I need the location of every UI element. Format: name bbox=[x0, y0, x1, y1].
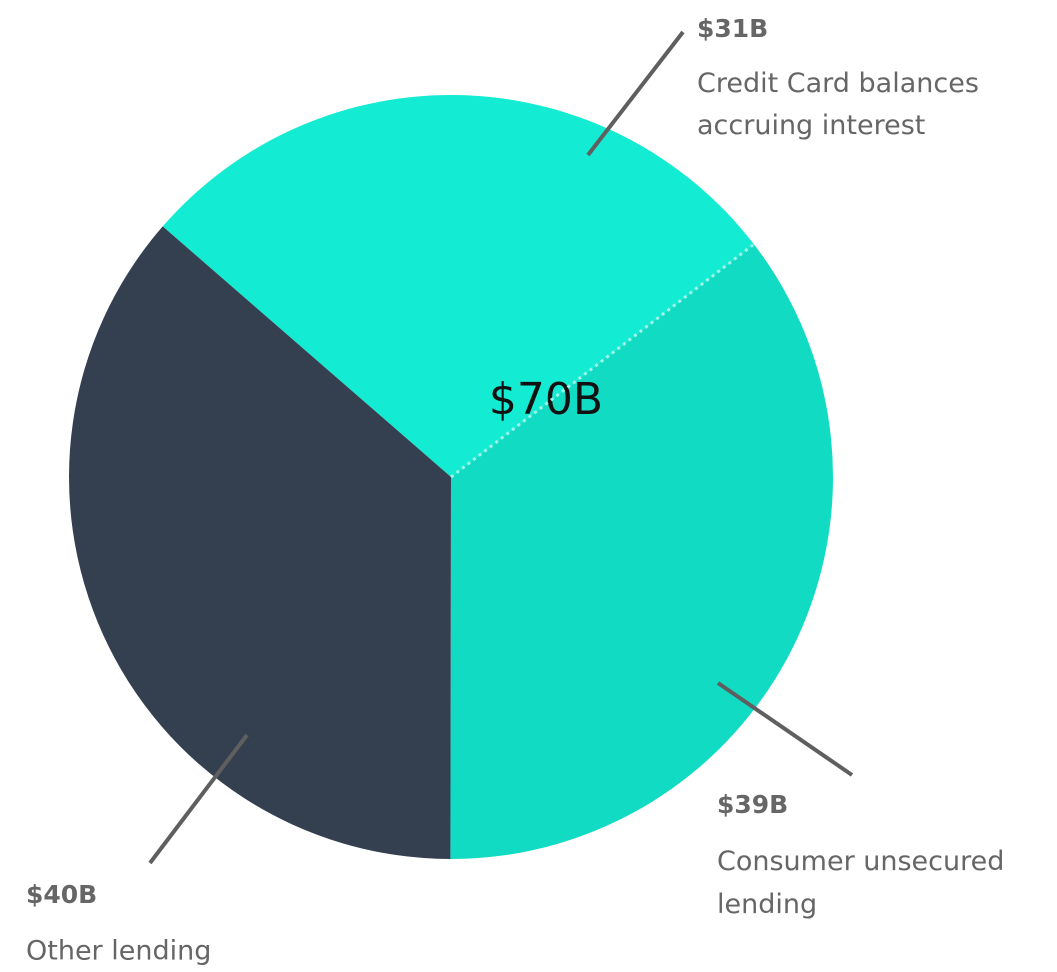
value-label: $31B bbox=[697, 14, 768, 43]
leader-line bbox=[586, 30, 685, 157]
category-label: Consumer unsecured lending bbox=[717, 846, 1004, 920]
value-label: $39B bbox=[717, 790, 788, 819]
slice-separator bbox=[450, 243, 755, 479]
center-label: $70B bbox=[489, 374, 603, 425]
pie-slice bbox=[450, 244, 834, 860]
category-label: Credit Card balances accruing interest bbox=[697, 68, 979, 141]
leader-line bbox=[148, 733, 249, 865]
leader-line bbox=[716, 681, 854, 777]
pie-slice bbox=[162, 94, 754, 477]
slices bbox=[68, 94, 834, 860]
value-label: $40B bbox=[26, 880, 97, 909]
category-label: Other lending bbox=[26, 936, 211, 967]
pie-slice bbox=[68, 226, 452, 859]
